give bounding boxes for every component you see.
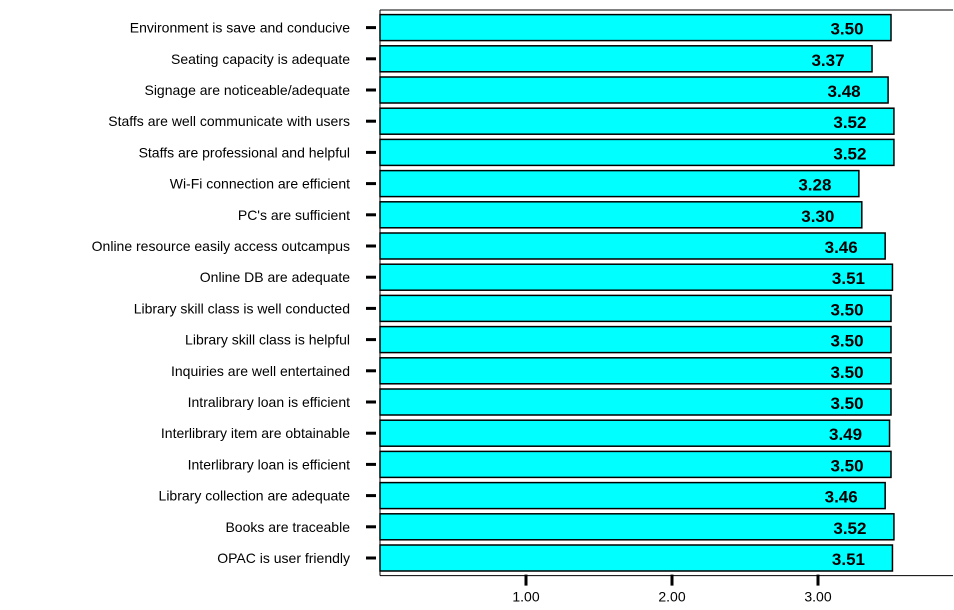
data-label: 3.49 bbox=[829, 425, 862, 444]
data-label: 3.37 bbox=[811, 51, 844, 70]
x-tick-label: 2.00 bbox=[658, 589, 685, 605]
bar bbox=[379, 450, 892, 479]
bar bbox=[379, 232, 886, 260]
bar bbox=[379, 419, 891, 447]
category-label: Library skill class is helpful bbox=[185, 332, 350, 348]
data-label: 3.50 bbox=[830, 20, 863, 39]
bar bbox=[379, 325, 892, 354]
bar bbox=[379, 76, 889, 104]
bar bbox=[379, 107, 895, 135]
x-tick-label: 1.00 bbox=[512, 589, 539, 605]
bar bbox=[379, 45, 873, 73]
data-label: 3.48 bbox=[828, 82, 861, 101]
data-label: 3.50 bbox=[830, 456, 863, 475]
bar bbox=[379, 513, 895, 541]
data-label: 3.28 bbox=[798, 176, 831, 195]
bar bbox=[379, 357, 892, 385]
data-label: 3.52 bbox=[833, 113, 866, 132]
data-label: 3.50 bbox=[830, 332, 863, 351]
bar bbox=[379, 138, 895, 167]
category-label: Library collection are adequate bbox=[159, 488, 351, 504]
category-label: Online resource easily access outcampus bbox=[92, 238, 350, 254]
data-label: 3.52 bbox=[833, 144, 866, 163]
category-label: Seating capacity is adequate bbox=[171, 51, 350, 67]
axis-layer: 1.00 2.00 3.00 bbox=[366, 9, 953, 605]
x-tick-label: 3.00 bbox=[804, 589, 831, 605]
category-label: Interlibrary item are obtainable bbox=[161, 425, 350, 441]
category-label: Staffs are professional and helpful bbox=[139, 144, 350, 160]
data-label: 3.50 bbox=[830, 363, 863, 382]
category-label: Intralibrary loan is efficient bbox=[188, 394, 350, 410]
bar bbox=[379, 481, 886, 510]
category-label: Environment is save and conducive bbox=[130, 20, 350, 36]
bars-layer: 3.503.373.483.523.523.283.303.463.513.50… bbox=[379, 13, 895, 572]
category-label: Inquiries are well entertained bbox=[171, 363, 350, 379]
data-label: 3.50 bbox=[830, 394, 863, 413]
category-label: Signage are noticeable/adequate bbox=[144, 82, 350, 98]
data-label: 3.51 bbox=[832, 269, 865, 288]
bar bbox=[379, 388, 892, 416]
bar bbox=[379, 263, 894, 291]
category-label: Staffs are well communicate with users bbox=[108, 113, 350, 129]
data-label: 3.51 bbox=[832, 550, 865, 569]
bar bbox=[379, 13, 892, 42]
data-label: 3.46 bbox=[825, 238, 858, 257]
category-labels-layer: Environment is save and conducive Seating… bbox=[92, 20, 351, 566]
category-label: Library skill class is well conducted bbox=[134, 300, 350, 316]
category-label: Books are traceable bbox=[225, 519, 350, 535]
category-label: Interlibrary loan is efficient bbox=[188, 456, 350, 472]
category-label: Wi-Fi connection are efficient bbox=[170, 176, 350, 192]
bar bbox=[379, 544, 894, 572]
data-label: 3.50 bbox=[830, 300, 863, 319]
category-label: Online DB are adequate bbox=[200, 269, 350, 285]
data-label: 3.30 bbox=[801, 207, 834, 226]
bar bbox=[379, 201, 863, 229]
category-label: OPAC is user friendly bbox=[217, 550, 350, 566]
bar bbox=[379, 294, 892, 323]
category-label: PC's are sufficient bbox=[238, 207, 350, 223]
bar bbox=[379, 169, 860, 198]
data-label: 3.46 bbox=[825, 488, 858, 507]
data-label: 3.52 bbox=[833, 519, 866, 538]
